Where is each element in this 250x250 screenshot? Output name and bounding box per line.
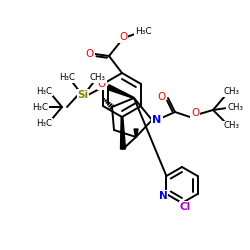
- Text: Cl: Cl: [180, 202, 191, 212]
- Polygon shape: [134, 129, 138, 137]
- Text: O: O: [157, 92, 165, 102]
- Text: O: O: [86, 49, 94, 59]
- Text: H₃C: H₃C: [59, 74, 75, 82]
- Text: N: N: [152, 115, 162, 125]
- Polygon shape: [107, 85, 134, 98]
- Text: Si: Si: [78, 90, 88, 100]
- Text: O: O: [119, 32, 127, 42]
- Text: H₃C: H₃C: [32, 102, 48, 112]
- Text: CH₃: CH₃: [224, 88, 240, 96]
- Text: H₃C: H₃C: [135, 26, 151, 36]
- Text: CH₃: CH₃: [224, 122, 240, 130]
- Text: O: O: [191, 108, 199, 118]
- Text: H₃C: H₃C: [36, 118, 52, 128]
- Text: CH₃: CH₃: [89, 74, 105, 82]
- Text: O: O: [98, 79, 106, 89]
- Text: N: N: [158, 191, 167, 201]
- Text: CH₃: CH₃: [227, 104, 243, 112]
- Polygon shape: [120, 117, 126, 149]
- Text: H₃C: H₃C: [36, 86, 52, 96]
